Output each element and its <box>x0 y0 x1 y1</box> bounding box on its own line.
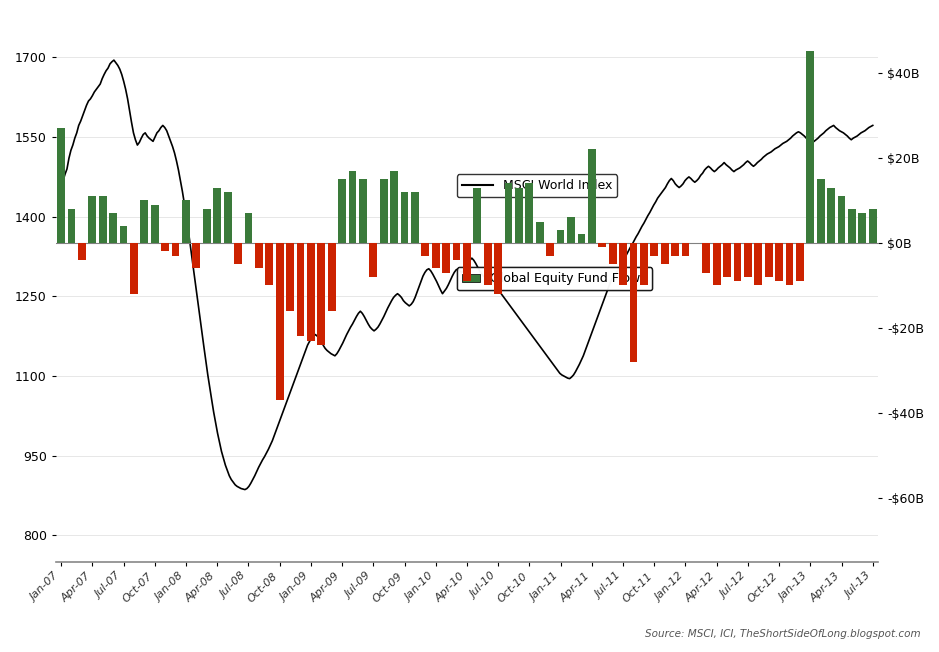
Bar <box>817 179 824 243</box>
Bar <box>526 183 533 243</box>
Bar <box>359 179 367 243</box>
Bar <box>172 243 179 256</box>
Bar <box>463 243 470 281</box>
Bar <box>494 243 502 294</box>
Bar <box>577 234 585 243</box>
Bar <box>442 243 450 273</box>
Bar <box>702 243 710 273</box>
Bar <box>276 243 284 400</box>
Bar <box>141 200 148 243</box>
Bar <box>733 243 742 281</box>
Bar <box>234 243 242 264</box>
Bar <box>338 179 346 243</box>
Bar <box>192 243 200 269</box>
Bar <box>598 243 606 247</box>
Bar <box>516 188 523 243</box>
Bar <box>130 243 138 294</box>
Bar <box>838 196 845 243</box>
Legend: Global Equity Fund Flows: Global Equity Fund Flows <box>456 267 653 290</box>
Bar <box>807 52 814 243</box>
Bar <box>203 209 210 243</box>
Bar <box>453 243 460 260</box>
Bar <box>369 243 377 277</box>
Bar <box>151 205 159 243</box>
Bar <box>744 243 752 277</box>
Bar <box>348 171 357 243</box>
Bar <box>827 188 835 243</box>
Bar <box>473 188 482 243</box>
Bar <box>776 243 783 281</box>
Bar <box>504 183 513 243</box>
Bar <box>567 217 575 243</box>
Bar <box>391 171 398 243</box>
Bar <box>432 243 439 269</box>
Bar <box>796 243 804 281</box>
Bar <box>682 243 689 256</box>
Bar <box>588 149 595 243</box>
Bar <box>401 192 408 243</box>
Bar <box>213 188 221 243</box>
Bar <box>99 196 107 243</box>
Bar <box>379 179 388 243</box>
Bar <box>608 243 617 264</box>
Bar <box>223 192 232 243</box>
Bar <box>786 243 793 286</box>
Bar <box>317 243 325 345</box>
Bar <box>297 243 304 336</box>
Bar <box>764 243 773 277</box>
Bar <box>328 243 335 311</box>
Bar <box>619 243 627 286</box>
Bar <box>307 243 315 340</box>
Bar <box>848 209 855 243</box>
Bar <box>88 196 96 243</box>
Bar <box>484 243 492 286</box>
Bar <box>869 209 877 243</box>
Bar <box>109 213 117 243</box>
Bar <box>858 213 867 243</box>
Bar <box>651 243 658 256</box>
Bar <box>661 243 669 264</box>
Bar <box>536 222 544 243</box>
Bar <box>68 209 75 243</box>
Bar <box>422 243 429 256</box>
Bar <box>182 200 190 243</box>
Text: Source: MSCI, ICI, TheShortSideOfLong.blogspot.com: Source: MSCI, ICI, TheShortSideOfLong.bl… <box>644 629 920 639</box>
Bar <box>411 192 419 243</box>
Bar <box>546 243 554 256</box>
Bar <box>286 243 294 311</box>
Bar <box>629 243 638 362</box>
Bar <box>119 226 128 243</box>
Bar <box>723 243 731 277</box>
Bar <box>244 213 253 243</box>
Bar <box>57 128 65 243</box>
Bar <box>266 243 273 286</box>
Bar <box>557 230 564 243</box>
Bar <box>671 243 679 256</box>
Bar <box>78 243 85 260</box>
Bar <box>713 243 720 286</box>
Bar <box>254 243 263 269</box>
Bar <box>640 243 648 286</box>
Bar <box>162 243 169 251</box>
Bar <box>754 243 762 286</box>
